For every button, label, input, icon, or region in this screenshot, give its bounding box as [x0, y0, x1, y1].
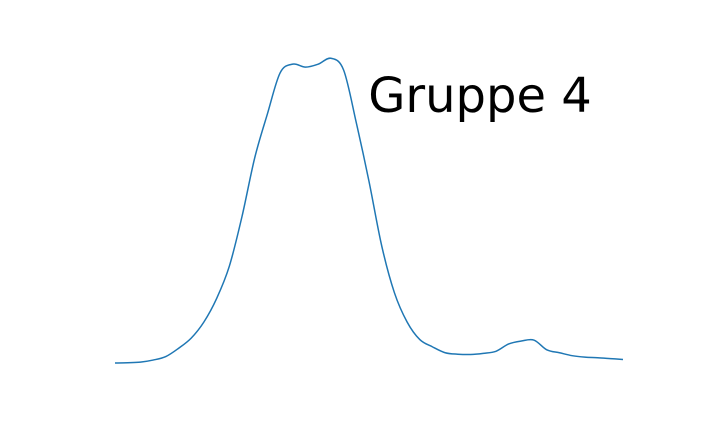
chart-title: Gruppe 4 [368, 68, 592, 124]
plot-area [114, 57, 624, 364]
series-line-0 [114, 57, 624, 364]
